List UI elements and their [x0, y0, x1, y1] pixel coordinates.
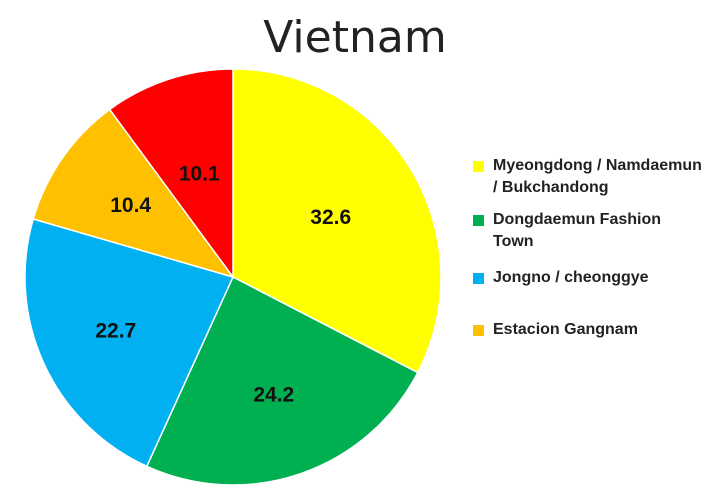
legend-swatch — [473, 215, 484, 226]
legend-label: Estacion Gangnam — [493, 321, 638, 338]
legend-item-gangnam: Estacion Gangnam — [473, 319, 705, 341]
legend-item-dongdaemun: Dongdaemun Fashion Town — [473, 209, 705, 253]
legend-label: Dongdaemun Fashion Town — [493, 211, 661, 250]
slice-value-label: 32.6 — [310, 206, 351, 229]
pie-slice — [24, 218, 235, 468]
legend: Myeongdong / Namdaemun / Bukchandong Don… — [473, 155, 705, 351]
legend-item-jongno: Jongno / cheonggye — [473, 267, 705, 289]
pie-slice — [145, 275, 419, 486]
legend-label: Jongno / cheonggye — [493, 269, 649, 286]
slice-value-label: 10.1 — [179, 163, 220, 186]
pie-slice — [32, 108, 235, 279]
chart-title: Vietnam — [263, 12, 447, 63]
legend-item-myeongdong: Myeongdong / Namdaemun / Bukchandong — [473, 155, 705, 199]
slice-value-label: 24.2 — [253, 383, 294, 406]
pie-slice — [232, 68, 442, 374]
pie-slice — [108, 68, 234, 280]
legend-swatch — [473, 161, 484, 172]
legend-swatch — [473, 325, 484, 336]
slice-value-label: 22.7 — [95, 319, 136, 342]
legend-swatch — [473, 273, 484, 284]
legend-label: Myeongdong / Namdaemun / Bukchandong — [493, 157, 702, 196]
slice-value-label: 10.4 — [110, 194, 151, 217]
